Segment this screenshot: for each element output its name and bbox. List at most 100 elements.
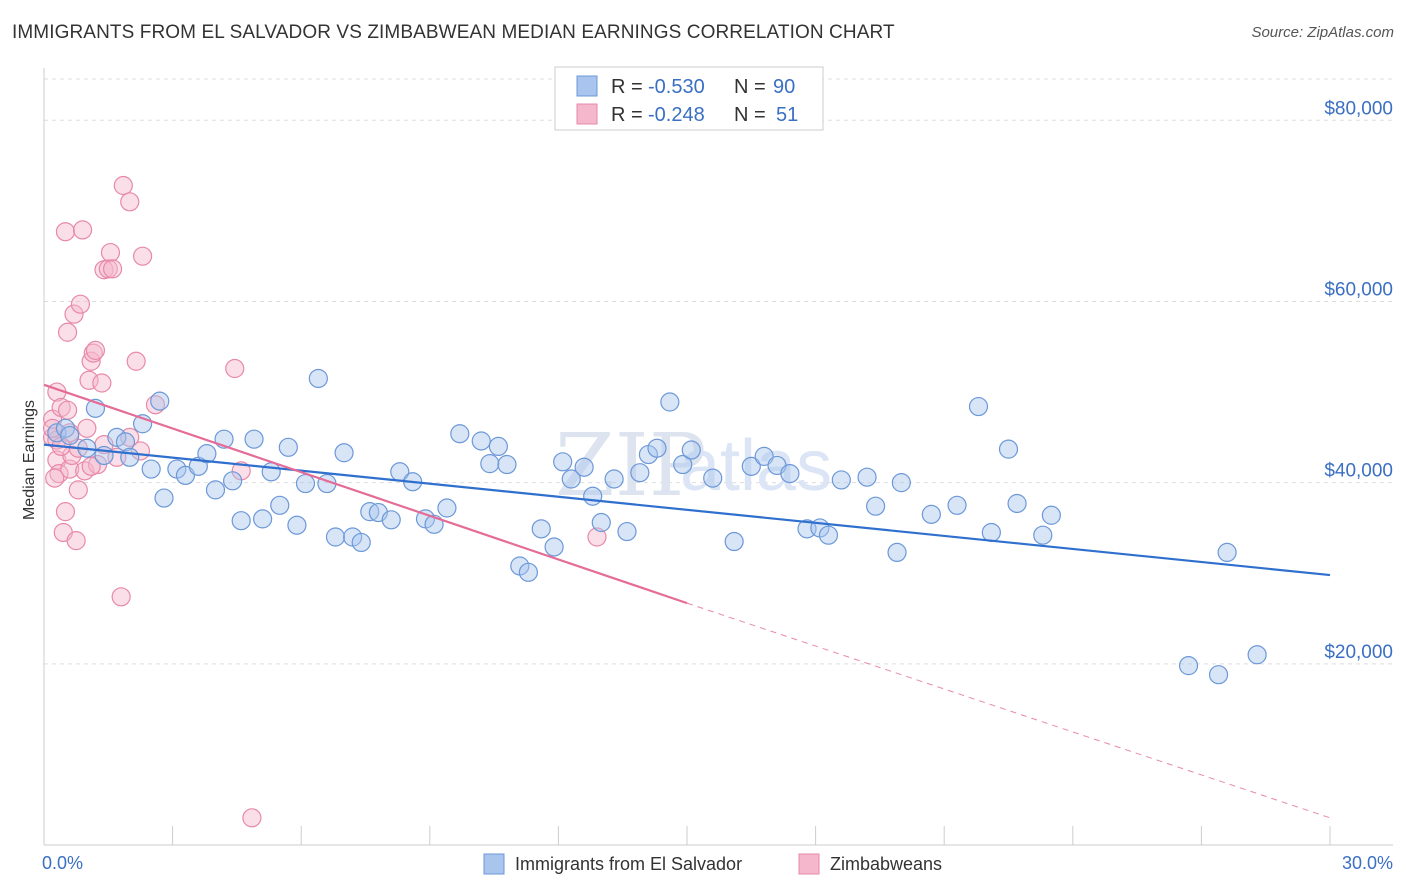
data-point-el-salvador	[261, 462, 281, 482]
data-point-el-salvador	[981, 522, 1001, 543]
data-point-el-salvador	[673, 454, 693, 475]
legend-r-label-pink: R =	[611, 104, 643, 126]
legend-n-value-pink: 51	[776, 104, 798, 126]
data-point-el-salvador	[604, 469, 624, 489]
data-point-el-salvador	[325, 527, 346, 547]
data-point-zimbabweans	[55, 222, 76, 242]
data-point-el-salvador	[1217, 542, 1237, 563]
legend-n-label-pink: N =	[734, 104, 766, 126]
data-point-el-salvador	[998, 439, 1019, 459]
data-point-el-salvador	[1178, 656, 1199, 676]
data-point-el-salvador	[60, 425, 80, 446]
data-point-el-salvador	[205, 480, 226, 500]
data-point-el-salvador	[887, 542, 907, 563]
legend-r-value-pink: -0.248	[648, 104, 705, 126]
data-point-el-salvador	[381, 510, 401, 530]
data-point-el-salvador	[270, 495, 290, 515]
legend-n-label-blue: N =	[734, 76, 766, 98]
axes	[43, 68, 1393, 846]
x-tick-label-max: 30.0%	[1342, 853, 1393, 873]
data-point-el-salvador	[471, 431, 491, 451]
data-point-el-salvador	[553, 452, 573, 472]
data-point-zimbabweans	[113, 175, 133, 196]
y-tick-label: $60,000	[1324, 279, 1393, 300]
data-point-zimbabweans	[81, 456, 101, 476]
data-point-zimbabweans	[111, 587, 131, 607]
bottom-legend-label-pink: Zimbabweans	[830, 854, 942, 874]
data-point-zimbabweans	[57, 400, 78, 420]
data-point-el-salvador	[857, 467, 877, 487]
data-point-zimbabweans	[98, 259, 118, 279]
y-tick-label: $40,000	[1324, 461, 1393, 482]
data-point-el-salvador	[107, 427, 127, 447]
bottom-legend-swatch-pink	[798, 853, 820, 875]
data-point-el-salvador	[150, 391, 170, 411]
data-point-el-salvador	[437, 498, 457, 518]
y-tick-label: $20,000	[1324, 642, 1393, 663]
legend-swatch-pink	[576, 103, 598, 125]
legend-n-value-blue: 90	[773, 76, 795, 98]
chart-title: IMMIGRANTS FROM EL SALVADOR VS ZIMBABWEA…	[12, 22, 895, 43]
data-point-zimbabweans	[102, 259, 123, 279]
data-point-el-salvador	[891, 473, 911, 493]
data-point-el-salvador	[703, 468, 723, 488]
data-point-zimbabweans	[55, 502, 76, 522]
data-point-el-salvador	[334, 443, 354, 463]
data-point-el-salvador	[497, 454, 517, 475]
data-point-el-salvador	[866, 496, 886, 516]
legend-r-label-blue: R =	[611, 76, 643, 98]
data-point-el-salvador	[968, 396, 989, 417]
data-point-el-salvador	[1041, 505, 1061, 525]
data-point-zimbabweans	[77, 418, 97, 438]
data-point-el-salvador	[831, 470, 851, 490]
data-point-el-salvador	[197, 444, 217, 464]
data-point-el-salvador	[518, 562, 538, 582]
data-point-el-salvador	[561, 469, 581, 489]
data-point-el-salvador	[1007, 493, 1027, 514]
gridlines	[44, 78, 1393, 665]
data-point-zimbabweans	[57, 322, 78, 342]
data-point-zimbabweans	[120, 192, 140, 212]
data-point-el-salvador	[223, 471, 243, 491]
data-point-el-salvador	[630, 463, 650, 483]
data-point-el-salvador	[681, 440, 701, 460]
data-point-el-salvador	[660, 392, 680, 412]
data-point-zimbabweans	[64, 304, 84, 324]
data-point-el-salvador	[231, 511, 251, 531]
data-point-el-salvador	[351, 532, 371, 553]
data-point-zimbabweans	[225, 358, 245, 379]
source-label: Source: ZipAtlas.com	[1251, 24, 1394, 41]
data-point-el-salvador	[120, 447, 140, 467]
trend-lines	[43, 383, 1331, 819]
bottom-legend: Immigrants from El Salvador Zimbabweans	[483, 853, 942, 875]
legend-swatch-blue	[576, 75, 598, 97]
data-point-el-salvador	[724, 531, 744, 552]
data-point-zimbabweans	[66, 531, 86, 551]
trend-line-zimbabweans	[43, 383, 688, 605]
data-point-el-salvador	[308, 368, 328, 389]
data-point-zimbabweans	[92, 373, 112, 393]
data-point-el-salvador	[278, 437, 298, 457]
data-point-el-salvador	[583, 486, 603, 506]
y-tick-label: $80,000	[1324, 98, 1393, 119]
data-point-zimbabweans	[587, 527, 607, 547]
data-point-el-salvador	[295, 473, 316, 494]
data-point-zimbabweans	[45, 468, 65, 488]
data-point-el-salvador	[617, 521, 637, 542]
data-point-zimbabweans	[70, 294, 91, 314]
data-point-el-salvador	[544, 537, 564, 557]
trend-line-el-salvador	[43, 443, 1331, 577]
data-point-zimbabweans	[100, 242, 121, 263]
data-point-el-salvador	[141, 459, 161, 479]
data-point-zimbabweans	[126, 351, 146, 371]
trend-line-zimbabweans-extrapolated	[686, 602, 1331, 819]
data-point-el-salvador	[253, 509, 273, 529]
data-point-zimbabweans	[85, 340, 106, 360]
x-tick-label-min: 0.0%	[42, 853, 83, 873]
data-point-el-salvador	[450, 424, 470, 444]
data-point-el-salvador	[244, 429, 264, 449]
data-point-zimbabweans	[72, 220, 93, 240]
data-point-zimbabweans	[68, 480, 88, 500]
data-point-el-salvador	[647, 438, 667, 458]
